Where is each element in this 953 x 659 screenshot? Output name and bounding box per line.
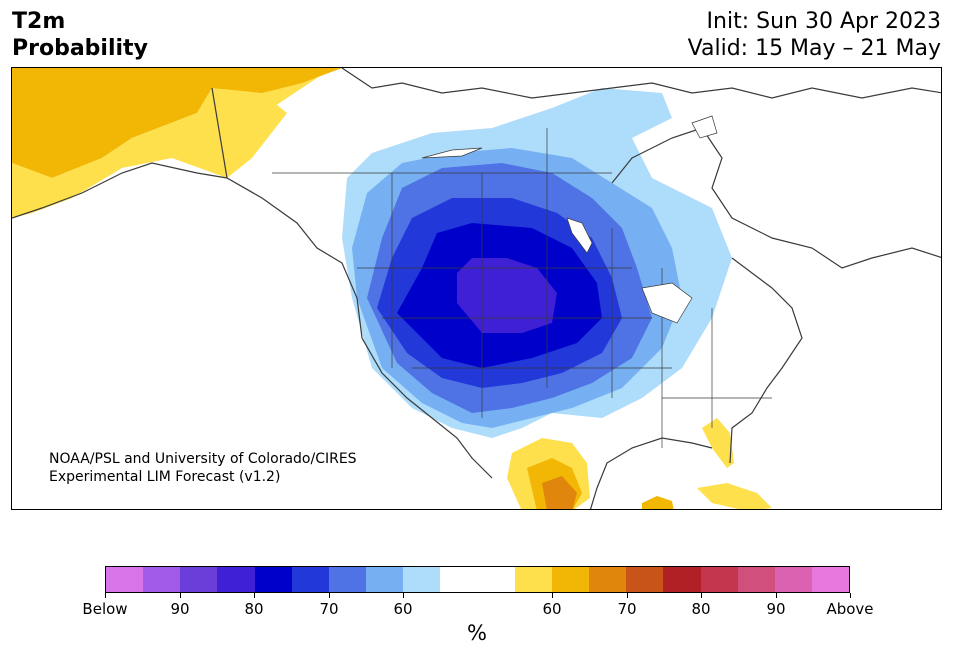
colorbar-swatch: [589, 567, 627, 592]
colorbar-swatch: [774, 567, 812, 592]
colorbar-tick: [776, 593, 777, 598]
colorbar-tick: [105, 593, 106, 598]
colorbar-tick: [403, 593, 404, 598]
colorbar-tick-label: Below: [82, 600, 128, 618]
colorbar-swatch: [366, 567, 404, 592]
colorbar-tick: [627, 593, 628, 598]
map-title: T2m Probability: [12, 8, 148, 62]
colorbar-swatch: [291, 567, 329, 592]
colorbar-tick-label: 90: [766, 600, 786, 618]
alaska-above-60-band: [12, 88, 227, 218]
valid-range: Valid: 15 May – 21 May: [687, 36, 941, 61]
colorbar-swatch: [106, 567, 144, 592]
colorbar-swatch: [663, 567, 701, 592]
colorbar-tick: [329, 593, 330, 598]
attribution: NOAA/PSL and University of Colorado/CIRE…: [49, 450, 357, 486]
colorbar-tick: [254, 593, 255, 598]
colorbar-tick-label: 90: [170, 600, 190, 618]
colorbar-tick-label: 70: [617, 600, 637, 618]
caribbean-above-70: [642, 496, 674, 509]
colorbar-swatch: [180, 567, 218, 592]
forecast-dates: Init: Sun 30 Apr 2023 Valid: 15 May – 21…: [688, 8, 941, 62]
colorbar-swatch: [477, 567, 515, 592]
colorbar-swatch: [811, 567, 850, 592]
title-line-1: T2m: [12, 9, 66, 34]
colorbar-swatch: [514, 567, 552, 592]
colorbar-swatch: [440, 567, 478, 592]
colorbar-swatch: [700, 567, 738, 592]
colorbar-tick: [701, 593, 702, 598]
colorbar-legend: [105, 566, 850, 593]
colorbar-swatch: [551, 567, 590, 592]
colorbar-swatch: [626, 567, 664, 592]
colorbar-swatch: [217, 567, 255, 592]
colorbar-tick-label: 80: [691, 600, 711, 618]
credit-line-1: NOAA/PSL and University of Colorado/CIRE…: [49, 451, 357, 467]
state-borders: [272, 128, 772, 448]
init-date: Init: Sun 30 Apr 2023: [706, 9, 941, 34]
colorbar-tick: [180, 593, 181, 598]
colorbar-tick: [850, 593, 851, 598]
map-canvas: [12, 68, 941, 509]
florida-above-60: [702, 418, 734, 468]
colorbar-tick-label: 60: [542, 600, 562, 618]
colorbar-tick-label: 60: [393, 600, 413, 618]
colorbar-swatch: [403, 567, 441, 592]
title-line-2: Probability: [12, 36, 148, 61]
lakes: [421, 115, 718, 324]
colorbar-swatch: [328, 567, 367, 592]
colorbar-swatch: [737, 567, 775, 592]
colorbar-swatch: [143, 567, 181, 592]
colorbar-swatch: [254, 567, 292, 592]
colorbar-tick: [552, 593, 553, 598]
credit-line-2: Experimental LIM Forecast (v1.2): [49, 469, 281, 485]
colorbar-tick-label: 80: [244, 600, 264, 618]
colorbar-axis-label: %: [467, 621, 487, 645]
probability-map: [11, 67, 942, 510]
alaska-above-60: [12, 68, 332, 178]
coastline-outline: [12, 68, 941, 509]
colorbar-tick-label: 70: [319, 600, 339, 618]
mexico-above-80: [542, 476, 577, 509]
colorbar-tick-label: Above: [826, 600, 874, 618]
cuba-above-60: [697, 483, 772, 509]
alaska-above-70: [12, 68, 342, 178]
